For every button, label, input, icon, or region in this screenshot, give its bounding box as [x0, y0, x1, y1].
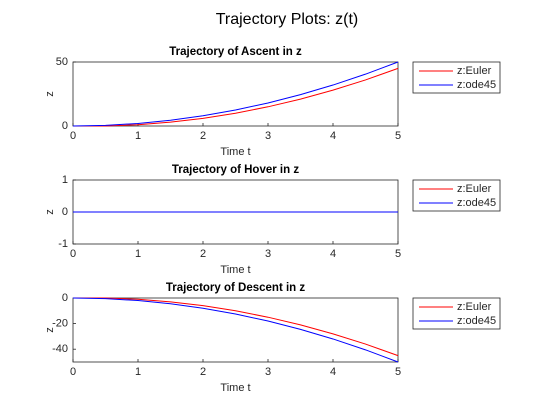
x-tick-label: 4 [330, 248, 336, 260]
y-tick-label: -20 [52, 318, 68, 330]
legend-label: z:Euler [457, 65, 492, 77]
x-tick-label: 2 [200, 366, 206, 378]
x-tick-label: 1 [135, 130, 141, 142]
x-tick-label: 5 [395, 366, 401, 378]
x-tick-label: 3 [265, 248, 271, 260]
x-axis-label: Time t [220, 264, 250, 276]
x-tick-label: 0 [70, 130, 76, 142]
axes-title: Trajectory of Descent in z [166, 282, 306, 294]
x-tick-label: 2 [200, 248, 206, 260]
series-line [72, 61, 399, 127]
y-axis-label: z [44, 327, 56, 333]
legend-box [412, 179, 501, 212]
legend-label: z:Euler [457, 183, 492, 195]
legend-box [412, 297, 501, 330]
series-line [73, 297, 399, 357]
y-tick-label: 0 [62, 206, 68, 218]
axes-box [72, 61, 399, 127]
x-tick-label: 2 [200, 130, 206, 142]
y-axis-label: z [44, 209, 56, 215]
series-line [73, 67, 399, 127]
x-tick-label: 1 [135, 366, 141, 378]
y-tick-label: -1 [58, 238, 68, 250]
x-tick-label: 5 [395, 248, 401, 260]
x-tick-label: 0 [70, 366, 76, 378]
y-tick-label: -40 [52, 343, 68, 355]
x-tick-label: 4 [330, 130, 336, 142]
figure-title: Trajectory Plots: z(t) [216, 11, 359, 28]
legend-label: z:ode45 [457, 79, 496, 91]
series-line [72, 297, 399, 363]
y-tick-label: 0 [62, 292, 68, 304]
x-tick-label: 1 [135, 248, 141, 260]
legend-label: z:Euler [457, 301, 492, 313]
x-axis-label: Time t [220, 382, 250, 394]
y-tick-label: 1 [62, 174, 68, 186]
x-tick-label: 5 [395, 130, 401, 142]
x-axis-label: Time t [220, 146, 250, 158]
legend-box [412, 61, 501, 94]
x-tick-label: 3 [265, 130, 271, 142]
y-tick-label: 50 [56, 56, 68, 68]
legend-label: z:ode45 [457, 197, 496, 209]
legend-label: z:ode45 [457, 315, 496, 327]
x-tick-label: 3 [265, 366, 271, 378]
axes-box [72, 297, 399, 363]
x-tick-label: 4 [330, 366, 336, 378]
x-tick-label: 0 [70, 248, 76, 260]
y-tick-label: 0 [62, 120, 68, 132]
axes-title: Trajectory of Ascent in z [169, 46, 302, 58]
axes-title: Trajectory of Hover in z [172, 164, 299, 176]
y-axis-label: z [44, 91, 56, 97]
